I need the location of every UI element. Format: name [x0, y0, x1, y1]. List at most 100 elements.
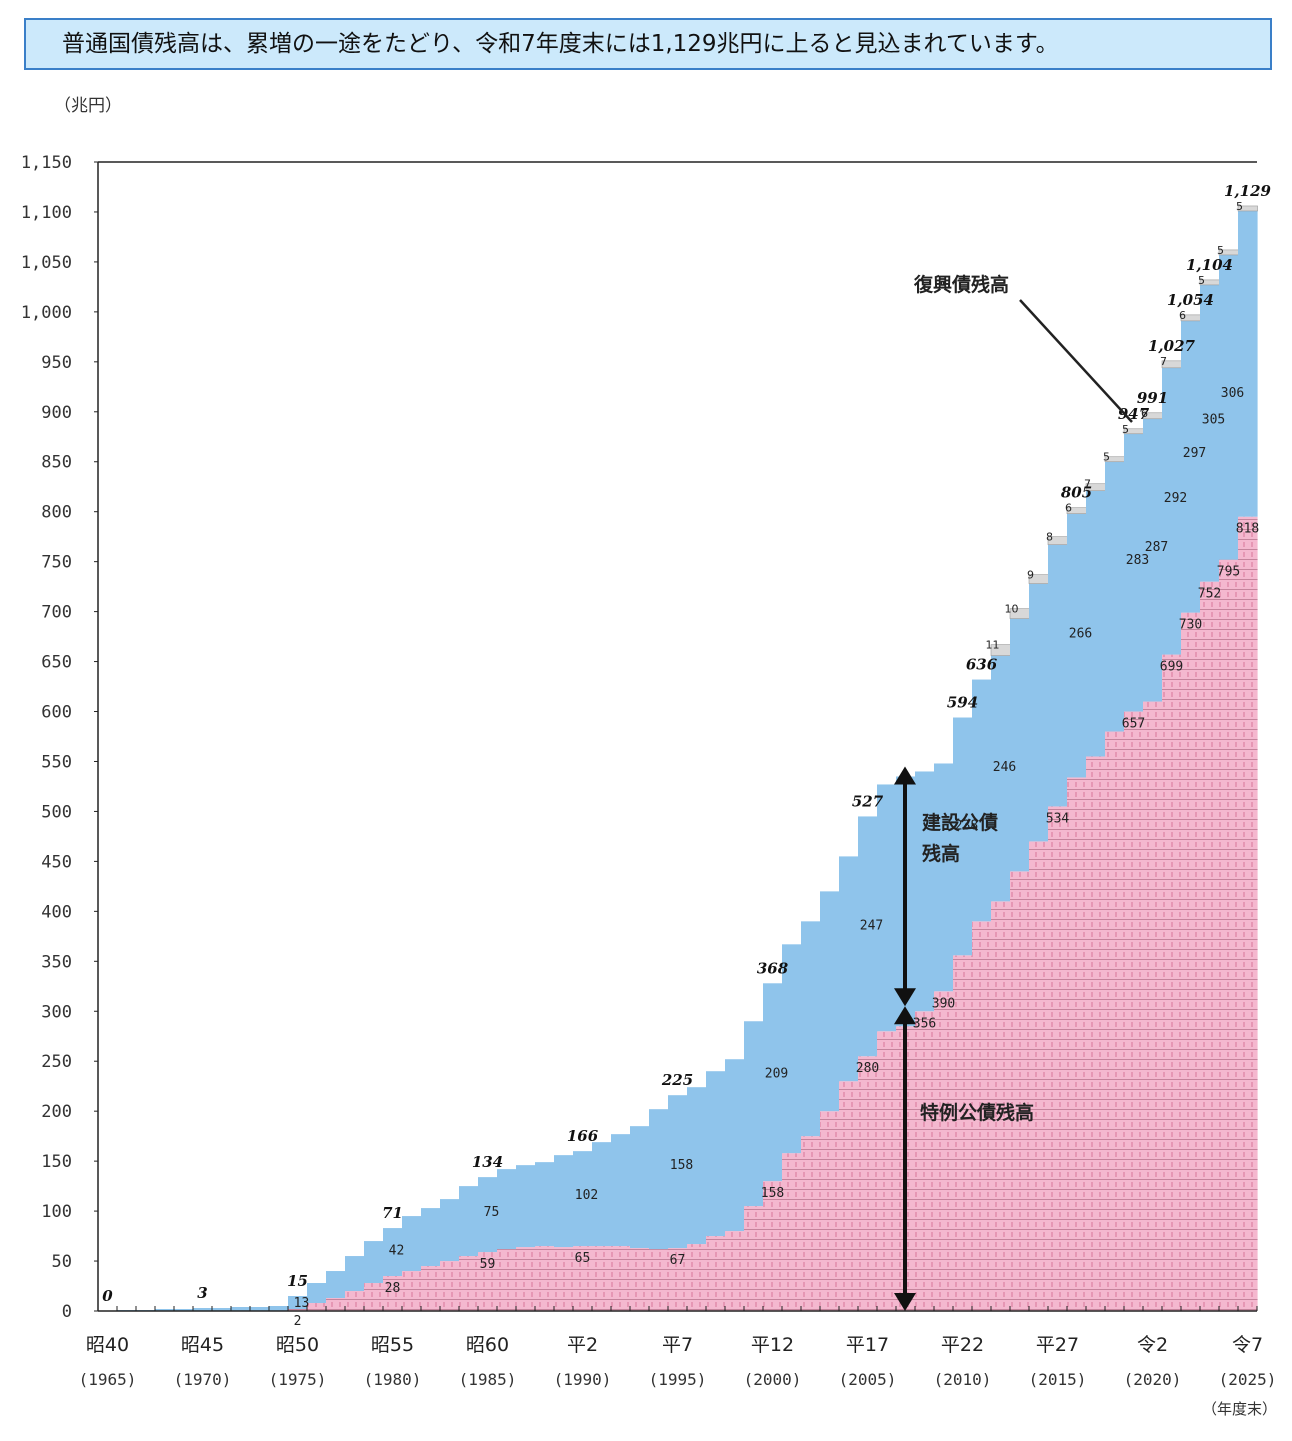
bar-construction-2014	[1029, 583, 1049, 842]
x-tick-year-label: (2005)	[839, 1370, 897, 1389]
bar-construction-1980	[383, 1228, 403, 1277]
bar-deficit-1999	[744, 1206, 764, 1311]
construction-value-1980: 42	[389, 1244, 405, 1259]
y-tick-label: 700	[41, 603, 72, 623]
bar-construction-1970	[193, 1308, 213, 1311]
x-tick-year-label: (2025)	[1219, 1370, 1277, 1389]
bar-construction-1996	[687, 1087, 707, 1245]
y-tick-label: 150	[41, 1152, 72, 1172]
bar-deficit-2020	[1143, 701, 1163, 1311]
reconstruction-value-2020: 6	[1141, 407, 1148, 420]
bar-deficit-1976	[307, 1303, 327, 1311]
bar-deficit-2014	[1029, 841, 1049, 1311]
bar-deficit-2018	[1105, 731, 1125, 1311]
bar-construction-1984	[459, 1186, 479, 1257]
deficit-value-2009: 390	[932, 996, 955, 1011]
bar-deficit-2010	[953, 955, 973, 1311]
deficit-value-1990: 65	[575, 1251, 591, 1266]
construction-value-2016: 266	[1069, 626, 1092, 641]
bar-construction-2009	[934, 763, 954, 992]
deficit-value-2021: 699	[1160, 660, 1183, 675]
construction-value-2000: 209	[765, 1066, 788, 1081]
y-tick-label: 900	[41, 403, 72, 423]
total-label-2016: 805	[1061, 484, 1092, 502]
bar-deficit-2025	[1238, 516, 1258, 1311]
bar-reconstruction-2025	[1237, 205, 1258, 212]
y-tick-label: 750	[41, 553, 72, 573]
reconstruction-value-2017: 7	[1084, 478, 1091, 491]
total-label-2022: 1,054	[1167, 291, 1214, 309]
total-label-1985: 134	[472, 1153, 503, 1171]
deficit-value-2008: 356	[913, 1016, 936, 1031]
bar-deficit-2022	[1181, 612, 1201, 1311]
y-tick-label: 250	[41, 1052, 72, 1072]
bar-construction-2004	[839, 856, 859, 1082]
construction-arrow-head-up	[894, 766, 916, 785]
total-label-2011: 636	[966, 656, 998, 674]
total-label-1965: 0	[102, 1287, 113, 1305]
construction-value-1990: 102	[575, 1188, 598, 1203]
bar-construction-1992	[611, 1134, 631, 1247]
y-tick-label: 1,050	[21, 253, 72, 273]
bar-construction-1968	[155, 1309, 175, 1311]
y-tick-label: 400	[41, 902, 72, 922]
y-tick-label: 0	[62, 1302, 72, 1322]
bar-deficit-2023	[1200, 581, 1220, 1311]
bar-deficit-2003	[820, 1111, 840, 1311]
bar-construction-1991	[592, 1142, 612, 1247]
bar-deficit-2001	[782, 1153, 802, 1311]
bar-construction-2020	[1143, 418, 1163, 702]
bar-construction-2006	[877, 784, 897, 1032]
reconstruction-value-2025: 5	[1236, 200, 1243, 213]
y-tick-label: 50	[52, 1252, 72, 1272]
x-tick-year-label: (1970)	[174, 1370, 232, 1389]
bar-construction-2024	[1219, 254, 1239, 560]
reconstruction-value-2016: 6	[1065, 502, 1072, 515]
deficit-value-1980: 28	[385, 1281, 401, 1296]
construction-value-2019: 283	[1126, 553, 1149, 568]
construction-value-2005: 247	[860, 918, 883, 933]
x-tick-era-label: 令2	[1137, 1334, 1168, 1356]
bar-construction-2008	[915, 771, 935, 1012]
bar-construction-1975	[288, 1296, 308, 1309]
total-label-2025: 1,129	[1224, 182, 1272, 200]
x-tick-era-label: 令7	[1232, 1334, 1263, 1356]
total-label-1995: 225	[661, 1071, 693, 1089]
construction-label-line2: 残高	[922, 842, 960, 865]
deficit-value-2019: 657	[1122, 717, 1145, 732]
y-tick-label: 300	[41, 1002, 72, 1022]
construction-value-2024: 306	[1221, 386, 1244, 401]
x-tick-year-label: (1975)	[269, 1370, 327, 1389]
bar-deficit-1994	[649, 1249, 669, 1311]
bar-construction-2010	[953, 717, 973, 956]
construction-value-1985: 75	[484, 1205, 500, 1220]
bar-construction-2016	[1067, 513, 1087, 778]
x-tick-era-label: 昭50	[276, 1334, 319, 1356]
construction-arrow-head-down	[894, 988, 916, 1007]
bar-deficit-1993	[630, 1248, 650, 1311]
x-tick-era-label: 平27	[1036, 1334, 1079, 1356]
x-tick-era-label: 平22	[941, 1334, 984, 1356]
bar-construction-2023	[1200, 284, 1220, 582]
bar-construction-1969	[174, 1309, 194, 1311]
y-unit-label: （兆円）	[54, 96, 122, 116]
bar-deficit-1978	[345, 1291, 365, 1311]
construction-value-2023: 305	[1202, 412, 1225, 427]
reconstruction-value-2013: 10	[1005, 603, 1019, 616]
bar-construction-1974	[269, 1306, 289, 1311]
bar-construction-1999	[744, 1021, 764, 1207]
y-tick-label: 1,150	[21, 153, 72, 173]
x-tick-era-label: 昭60	[466, 1334, 509, 1356]
bar-deficit-2009	[934, 991, 954, 1311]
bar-construction-1988	[535, 1162, 555, 1247]
x-tick-year-label: (2020)	[1124, 1370, 1182, 1389]
bar-deficit-2004	[839, 1081, 859, 1311]
deficit-value-1985: 59	[480, 1257, 496, 1272]
bar-deficit-2006	[877, 1031, 897, 1311]
total-label-2010: 594	[947, 694, 978, 712]
bar-construction-1973	[250, 1307, 270, 1311]
total-label-1990: 166	[567, 1127, 599, 1145]
bar-construction-2018	[1105, 461, 1125, 732]
bar-deficit-1980	[383, 1276, 403, 1311]
